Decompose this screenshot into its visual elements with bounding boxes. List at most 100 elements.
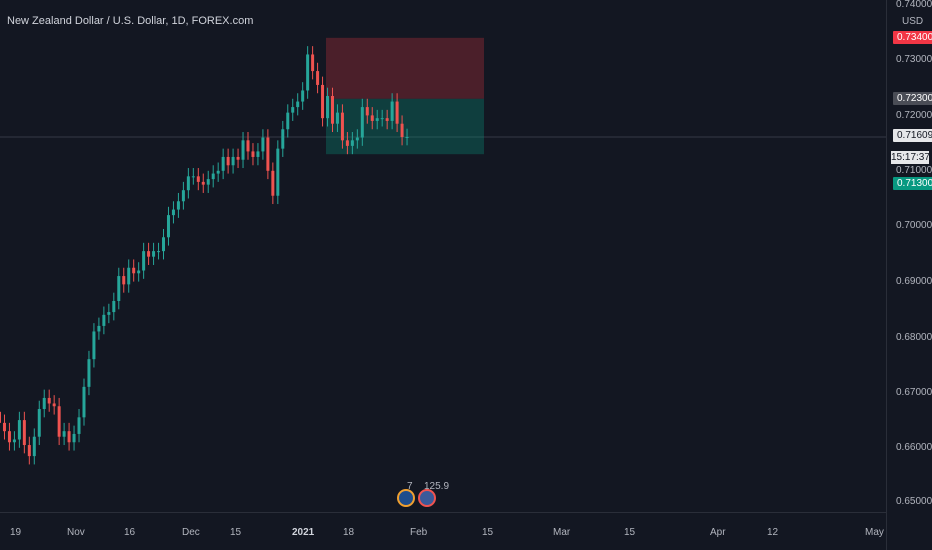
time-tick: 12 xyxy=(767,527,779,538)
candle-body xyxy=(390,101,394,121)
axis-currency-label: USD xyxy=(902,16,924,27)
candle-body xyxy=(281,129,285,149)
target-zone xyxy=(326,37,484,99)
candle-body xyxy=(385,118,389,121)
candle-body xyxy=(306,54,310,91)
candle-body xyxy=(335,112,339,124)
candle-body xyxy=(87,359,91,387)
time-tick: May xyxy=(865,527,884,538)
time-tick: 2021 xyxy=(292,527,315,538)
candle-body xyxy=(365,107,369,116)
candle-body xyxy=(0,411,1,423)
candle-body xyxy=(107,312,111,315)
candle-body xyxy=(117,276,121,301)
candle-body xyxy=(7,431,11,443)
candle-body xyxy=(12,439,16,443)
price-axis-divider xyxy=(886,0,887,550)
candle-body xyxy=(171,209,175,216)
candle-body xyxy=(176,201,180,210)
event-count-2: 125.9 xyxy=(424,481,450,492)
candle-body xyxy=(157,251,161,253)
price-tick: 0.72000 xyxy=(896,110,932,121)
price-tick: 0.71000 xyxy=(896,165,932,176)
time-tick: 16 xyxy=(124,527,136,538)
candle-body xyxy=(375,118,379,121)
candle-body xyxy=(251,151,255,157)
candle-body xyxy=(72,433,76,443)
candle-body xyxy=(266,137,270,171)
nz-flag-event-icon[interactable] xyxy=(397,489,415,507)
candle-body xyxy=(216,170,220,174)
candle-body xyxy=(226,156,230,166)
candle-body xyxy=(330,96,334,124)
candle-body xyxy=(326,96,330,119)
price-tick: 0.68000 xyxy=(896,332,932,343)
candle-body xyxy=(271,170,275,196)
last-price-badge: 0.71609 xyxy=(893,129,932,142)
time-tick: Feb xyxy=(410,527,428,538)
candle-body xyxy=(186,176,190,191)
us-flag-event-icon[interactable] xyxy=(418,489,436,507)
entry-price-badge: 0.72300 xyxy=(893,92,932,105)
candle-body xyxy=(206,179,210,185)
candle-body xyxy=(236,156,240,160)
candle-body xyxy=(221,156,225,171)
price-tick: 0.65000 xyxy=(896,496,932,507)
candle-body xyxy=(276,148,280,196)
candle-body xyxy=(181,190,185,202)
candle-body xyxy=(350,140,354,146)
chart-title: New Zealand Dollar / U.S. Dollar, 1D, FO… xyxy=(7,15,254,27)
candle-body xyxy=(340,112,344,141)
stop-price-badge: 0.71300 xyxy=(893,177,932,190)
price-tick: 0.74000 xyxy=(896,0,932,10)
candle-body xyxy=(32,436,36,457)
candle-body xyxy=(196,176,200,182)
candle-body xyxy=(97,325,101,332)
candle-body xyxy=(355,137,359,141)
candle-body xyxy=(102,314,106,326)
bar-countdown: 15:17:37 xyxy=(891,151,930,164)
candle-body xyxy=(395,101,399,124)
candle-body xyxy=(286,112,290,130)
time-axis-divider xyxy=(0,512,886,513)
candle-body xyxy=(370,115,374,121)
candle-body xyxy=(17,420,21,440)
price-tick: 0.73000 xyxy=(896,54,932,65)
candle-body xyxy=(37,409,41,437)
time-tick: 15 xyxy=(624,527,636,538)
time-tick: Apr xyxy=(710,527,726,538)
price-tick: 0.66000 xyxy=(896,442,932,453)
candle-body xyxy=(77,417,81,434)
time-tick: Dec xyxy=(182,527,200,538)
candle-body xyxy=(166,215,170,238)
time-tick: 15 xyxy=(482,527,494,538)
candle-body xyxy=(112,300,116,313)
time-tick: Nov xyxy=(67,527,85,538)
candle-body xyxy=(211,173,215,180)
candle-body xyxy=(231,156,235,166)
candle-body xyxy=(42,397,46,410)
candle-body xyxy=(152,251,156,257)
price-tick: 0.70000 xyxy=(896,220,932,231)
candle-body xyxy=(301,90,305,102)
candle-body xyxy=(261,137,265,152)
time-tick: 19 xyxy=(10,527,22,538)
candle-body xyxy=(400,123,404,138)
candle-body xyxy=(2,422,6,432)
event-count-1: 7 xyxy=(407,481,413,492)
candle-body xyxy=(360,107,364,138)
candle-body xyxy=(246,140,250,152)
candle-body xyxy=(241,140,245,160)
candle-body xyxy=(345,140,349,146)
candle-body xyxy=(147,251,151,257)
candle-body xyxy=(132,267,136,274)
candle-body xyxy=(296,101,300,108)
candle-body xyxy=(311,54,315,72)
candle-body xyxy=(380,118,384,120)
candle-body xyxy=(162,237,166,252)
candle-body xyxy=(142,251,146,271)
candles-layer xyxy=(0,37,886,465)
candle-body xyxy=(291,107,295,113)
stop-zone xyxy=(326,98,484,155)
